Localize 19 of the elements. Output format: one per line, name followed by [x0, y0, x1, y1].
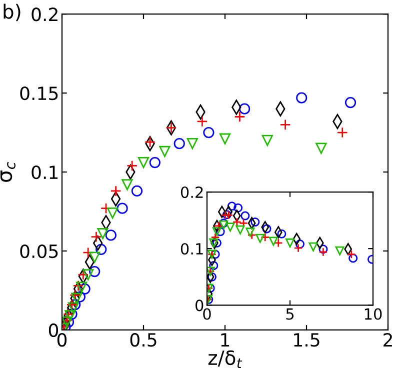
x-tick-label: 5 — [286, 308, 294, 320]
y-tick-label: 0 — [48, 323, 58, 338]
y-tick-label: 0 — [196, 300, 204, 312]
x-tick-label: 0.5 — [130, 333, 156, 347]
x-axis-title: z/δ$_{t}$ — [208, 350, 242, 368]
x-tick-label: 0 — [57, 333, 67, 347]
y-tick-label: 0.1 — [32, 165, 58, 180]
x-tick-label: 0 — [203, 308, 211, 320]
text: b) — [4, 4, 20, 22]
y-axis-title: σ$_{c}$ — [0, 162, 16, 182]
x-tick-label: 1 — [221, 333, 230, 346]
x-tick-label: 1.5 — [294, 333, 320, 347]
y-tick-label: 0.2 — [32, 8, 58, 22]
x-tick-label: 10 — [364, 308, 382, 320]
y-tick-label: 0.1 — [180, 243, 203, 255]
y-tick-label: 0.05 — [20, 244, 58, 258]
y-tick-label: 0.2 — [180, 186, 203, 198]
x-tick-label: 2 — [384, 333, 392, 346]
y-tick-label: 0.15 — [20, 86, 58, 100]
